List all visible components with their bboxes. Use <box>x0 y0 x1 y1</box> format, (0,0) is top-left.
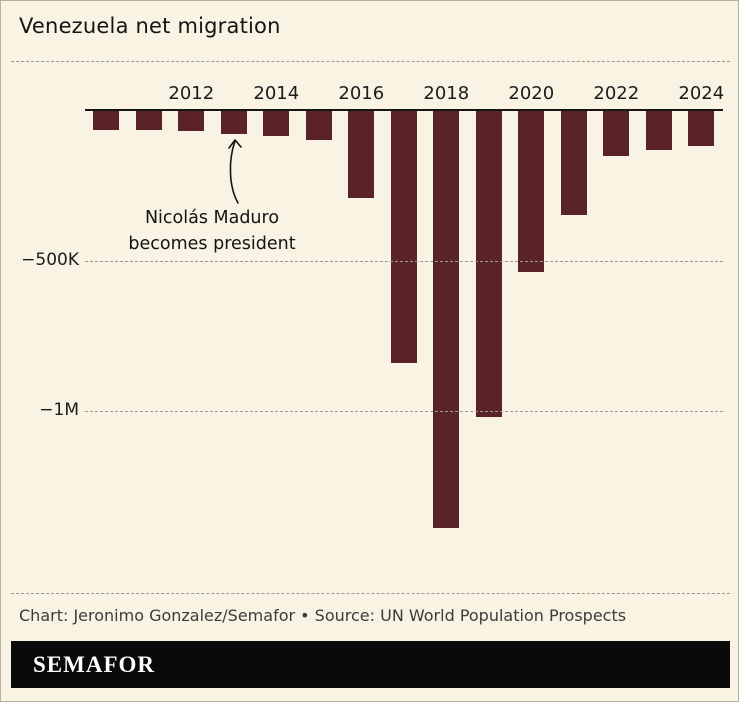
brand-bar: SEMAFOR <box>11 641 730 688</box>
credit-line: Chart: Jeronimo Gonzalez/Semafor • Sourc… <box>19 606 627 625</box>
bar-2023 <box>645 111 672 150</box>
annotation-line-2: becomes president <box>128 234 296 254</box>
x-tick-2022: 2022 <box>593 83 640 104</box>
annotation-line-1: Nicolás Maduro <box>144 208 280 228</box>
x-tick-2014: 2014 <box>253 83 300 104</box>
chart-title: Venezuela net migration <box>19 14 281 38</box>
bar-2016 <box>348 111 375 198</box>
semafor-logo: SEMAFOR <box>33 651 155 677</box>
bar-2010 <box>93 111 120 130</box>
bar-2021 <box>560 111 587 215</box>
x-tick-2024: 2024 <box>678 83 725 104</box>
x-tick-2020: 2020 <box>508 83 555 104</box>
y-tick-−1M: −1M <box>39 400 79 420</box>
bar-2014 <box>263 111 290 137</box>
bar-2020 <box>518 111 545 272</box>
x-tick-2016: 2016 <box>338 83 385 104</box>
bar-2018 <box>433 111 460 528</box>
bar-2019 <box>475 111 502 417</box>
annotation-arrow-icon <box>228 139 242 204</box>
gridline-−1M <box>85 411 723 412</box>
x-tick-2018: 2018 <box>423 83 470 104</box>
gridline-−500K <box>85 261 723 262</box>
y-tick-−500K: −500K <box>21 250 79 270</box>
bar-2022 <box>603 111 630 156</box>
top-divider <box>11 61 730 62</box>
bar-2017 <box>390 111 417 363</box>
bar-2015 <box>305 111 332 140</box>
bar-2013 <box>220 111 247 134</box>
zero-baseline <box>85 109 723 111</box>
annotation-label: Nicolás Maduro becomes president <box>119 205 305 257</box>
bar-2012 <box>178 111 205 132</box>
bottom-divider <box>11 593 730 594</box>
bar-2011 <box>135 111 162 130</box>
bar-2024 <box>688 111 715 146</box>
x-tick-2012: 2012 <box>168 83 215 104</box>
